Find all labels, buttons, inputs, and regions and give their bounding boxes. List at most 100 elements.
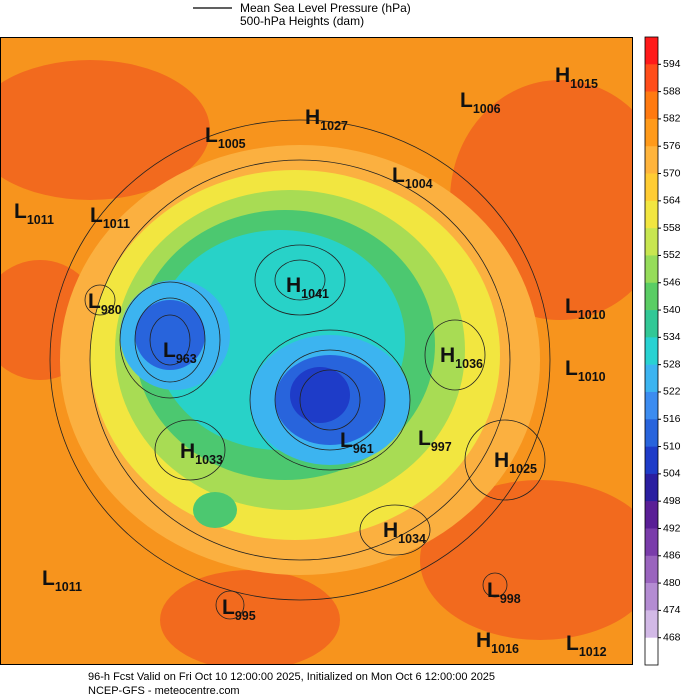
pressure-center: L980 xyxy=(88,290,122,317)
center-letter: L xyxy=(566,632,579,655)
colorbar-label: 486 xyxy=(663,550,681,562)
colorbar-frame xyxy=(644,36,659,666)
colorbar-label: 534 xyxy=(663,331,681,343)
colorbar-label: 504 xyxy=(663,468,681,480)
center-value: 1027 xyxy=(320,119,348,133)
center-letter: H xyxy=(286,274,301,297)
colorbar-segment xyxy=(645,501,658,529)
center-letter: L xyxy=(90,204,103,227)
pressure-center: H1016 xyxy=(476,629,519,656)
center-letter: L xyxy=(565,357,578,380)
warm-patch xyxy=(160,570,340,665)
footer-source: NCEP-GFS - meteocentre.com xyxy=(88,685,240,697)
center-value: 1025 xyxy=(509,462,537,476)
colorbar-label: 594 xyxy=(663,58,681,70)
pressure-center: L1010 xyxy=(565,295,606,322)
colorbar-label: 522 xyxy=(663,386,681,398)
colorbar-segment xyxy=(645,583,658,611)
colorbar-label: 516 xyxy=(663,413,681,425)
colorbar-segment xyxy=(645,200,658,229)
center-value: 963 xyxy=(176,352,197,366)
colorbar-label: 552 xyxy=(663,249,681,261)
center-letter: L xyxy=(565,295,578,318)
center-letter: L xyxy=(460,89,473,112)
center-value: 1012 xyxy=(579,645,607,659)
legend-heights: 500-hPa Heights (dam) xyxy=(240,14,364,28)
center-letter: L xyxy=(163,339,176,362)
center-letter: L xyxy=(340,429,353,452)
colorbar-segment xyxy=(645,391,658,420)
colorbar-label: 510 xyxy=(663,440,681,452)
isobars xyxy=(49,119,551,620)
center-value: 1006 xyxy=(473,102,501,116)
pressure-center: H1027 xyxy=(305,106,348,133)
colorbar-segment xyxy=(645,146,658,174)
colorbar-label: 570 xyxy=(663,167,681,179)
center-letter: L xyxy=(88,290,101,313)
center-letter: H xyxy=(440,344,455,367)
pressure-center: H1033 xyxy=(180,440,223,467)
pressure-center: L998 xyxy=(487,579,521,606)
pressure-center: H1025 xyxy=(494,449,537,476)
center-value: 1011 xyxy=(103,217,130,231)
center-value: 1005 xyxy=(218,137,246,151)
center-letter: L xyxy=(418,427,431,450)
height-ring xyxy=(290,367,350,423)
pressure-center: H1015 xyxy=(555,64,598,91)
center-value: 995 xyxy=(235,609,256,623)
center-value: 1034 xyxy=(398,532,426,546)
colorbar-label: 492 xyxy=(663,522,681,534)
center-letter: L xyxy=(392,164,405,187)
height-ring xyxy=(193,492,237,528)
center-value: 1010 xyxy=(578,308,606,322)
pressure-center: L961 xyxy=(340,429,374,456)
colorbar-label: 576 xyxy=(663,140,681,152)
colorbar-label: 588 xyxy=(663,85,681,97)
pressure-center: H1041 xyxy=(286,274,329,301)
colorbar-label: 582 xyxy=(663,113,681,125)
center-value: 1015 xyxy=(570,77,598,91)
map-frame xyxy=(0,37,633,665)
pressure-center: L995 xyxy=(222,596,256,623)
center-letter: L xyxy=(222,596,235,619)
center-value: 1011 xyxy=(27,213,54,227)
colorbar-segment xyxy=(645,446,658,475)
center-value: 1011 xyxy=(55,580,82,594)
pressure-center: H1036 xyxy=(440,344,483,371)
center-letter: H xyxy=(476,629,491,652)
center-value: 998 xyxy=(500,592,521,606)
warm-patch xyxy=(0,60,210,200)
colorbar-label: 468 xyxy=(663,631,681,643)
colorbar-label: 498 xyxy=(663,495,681,507)
colorbar: 594 588 582 576 570 564 558 552 546 540 534 528 522 5… xyxy=(644,36,681,666)
pressure-center: L1006 xyxy=(460,89,501,116)
pressure-center: L1011 xyxy=(90,204,130,231)
center-value: 961 xyxy=(353,442,374,456)
center-letter: H xyxy=(383,519,398,542)
pressure-center: L1010 xyxy=(565,357,606,384)
colorbar-segment xyxy=(645,419,658,447)
colorbar-segment xyxy=(645,255,658,284)
pressure-center: L1011 xyxy=(42,567,82,594)
footer-valid: 96-h Fcst Valid on Fri Oct 10 12:00:00 2… xyxy=(88,671,495,683)
center-letter: L xyxy=(42,567,55,590)
colorbar-segment xyxy=(645,473,658,502)
center-value: 1033 xyxy=(195,453,223,467)
colorbar-segment xyxy=(645,337,658,365)
center-value: 1004 xyxy=(405,177,433,191)
pressure-center: L1004 xyxy=(392,164,433,191)
colorbar-segment xyxy=(645,118,658,147)
colorbar-segment xyxy=(645,637,658,666)
colorbar-label: 540 xyxy=(663,304,681,316)
center-value: 997 xyxy=(431,440,452,454)
colorbar-segment xyxy=(645,64,658,92)
pressure-center: L1012 xyxy=(566,632,607,659)
colorbar-segment xyxy=(645,610,658,638)
center-letter: H xyxy=(305,106,320,129)
center-letter: L xyxy=(205,124,218,147)
center-letter: H xyxy=(494,449,509,472)
legend-pressure: Mean Sea Level Pressure (hPa) xyxy=(240,1,411,15)
colorbar-label: 480 xyxy=(663,577,681,589)
